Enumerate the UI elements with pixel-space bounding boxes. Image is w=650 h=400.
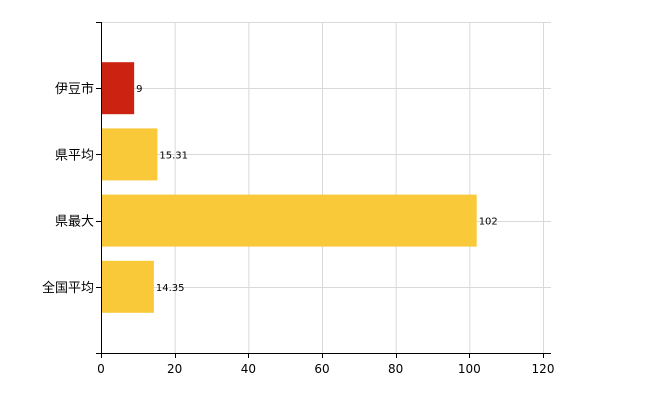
x-tick-label: 80: [388, 362, 403, 376]
category-label: 伊豆市: [55, 81, 94, 97]
category-label: 全国平均: [42, 280, 94, 296]
bar: [102, 194, 477, 247]
bar-value-label: 14.35: [156, 283, 185, 294]
axes: [101, 22, 551, 354]
x-tick-label: 100: [458, 362, 481, 376]
bar-value-label: 9: [136, 84, 142, 95]
x-tick-label: 40: [241, 362, 256, 376]
x-tick-label: 20: [167, 362, 182, 376]
category-label: 県最大: [55, 215, 94, 230]
labels: 9 伊豆市 15.31 県平均 102 県最大 14.35 全国平均 0 20 40 60 80 100 1…: [42, 22, 555, 376]
bar: [102, 62, 135, 115]
x-tick-label: 120: [532, 362, 555, 376]
x-tick-label: 60: [314, 362, 329, 376]
bar-value-label: 15.31: [159, 150, 188, 161]
bar: [102, 260, 154, 313]
category-label: 県平均: [55, 148, 94, 163]
x-tick-label: 0: [97, 362, 105, 376]
bars: [102, 62, 477, 313]
bar-value-label: 102: [479, 217, 498, 228]
bar: [102, 128, 158, 181]
gridlines: [101, 22, 551, 353]
